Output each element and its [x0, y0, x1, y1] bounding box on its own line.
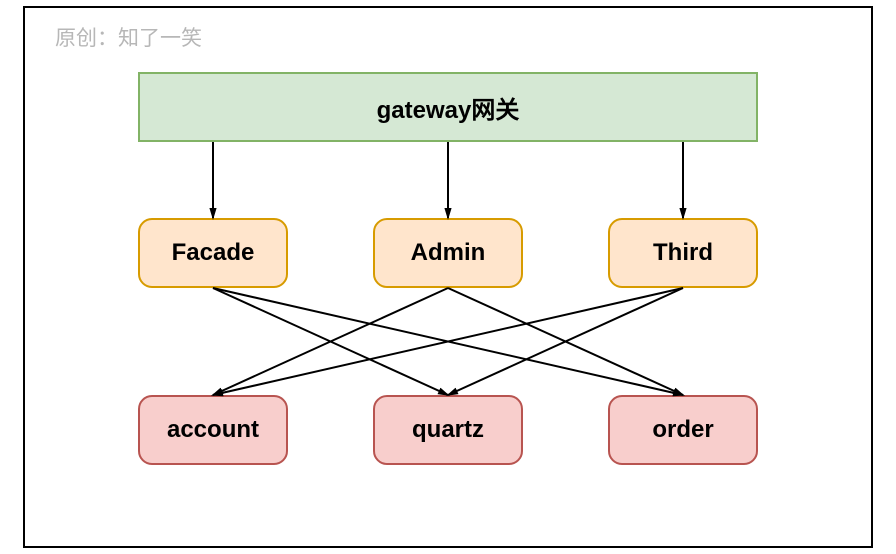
- node-facade: Facade: [138, 218, 288, 288]
- node-quartz-label: quartz: [412, 416, 484, 444]
- node-facade-label: Facade: [172, 239, 255, 267]
- node-account-label: account: [167, 416, 259, 444]
- watermark-text: 原创：知了一笑: [55, 22, 202, 52]
- node-admin-label: Admin: [411, 239, 486, 267]
- node-admin: Admin: [373, 218, 523, 288]
- node-third-label: Third: [653, 239, 713, 267]
- node-gateway: gateway网关: [138, 72, 758, 142]
- diagram-stage: 原创：知了一笑 gateway网关 Facade Admin Third acc…: [0, 0, 896, 554]
- node-third: Third: [608, 218, 758, 288]
- node-quartz: quartz: [373, 395, 523, 465]
- node-order-label: order: [652, 416, 713, 444]
- node-order: order: [608, 395, 758, 465]
- node-account: account: [138, 395, 288, 465]
- node-gateway-label: gateway网关: [377, 90, 520, 125]
